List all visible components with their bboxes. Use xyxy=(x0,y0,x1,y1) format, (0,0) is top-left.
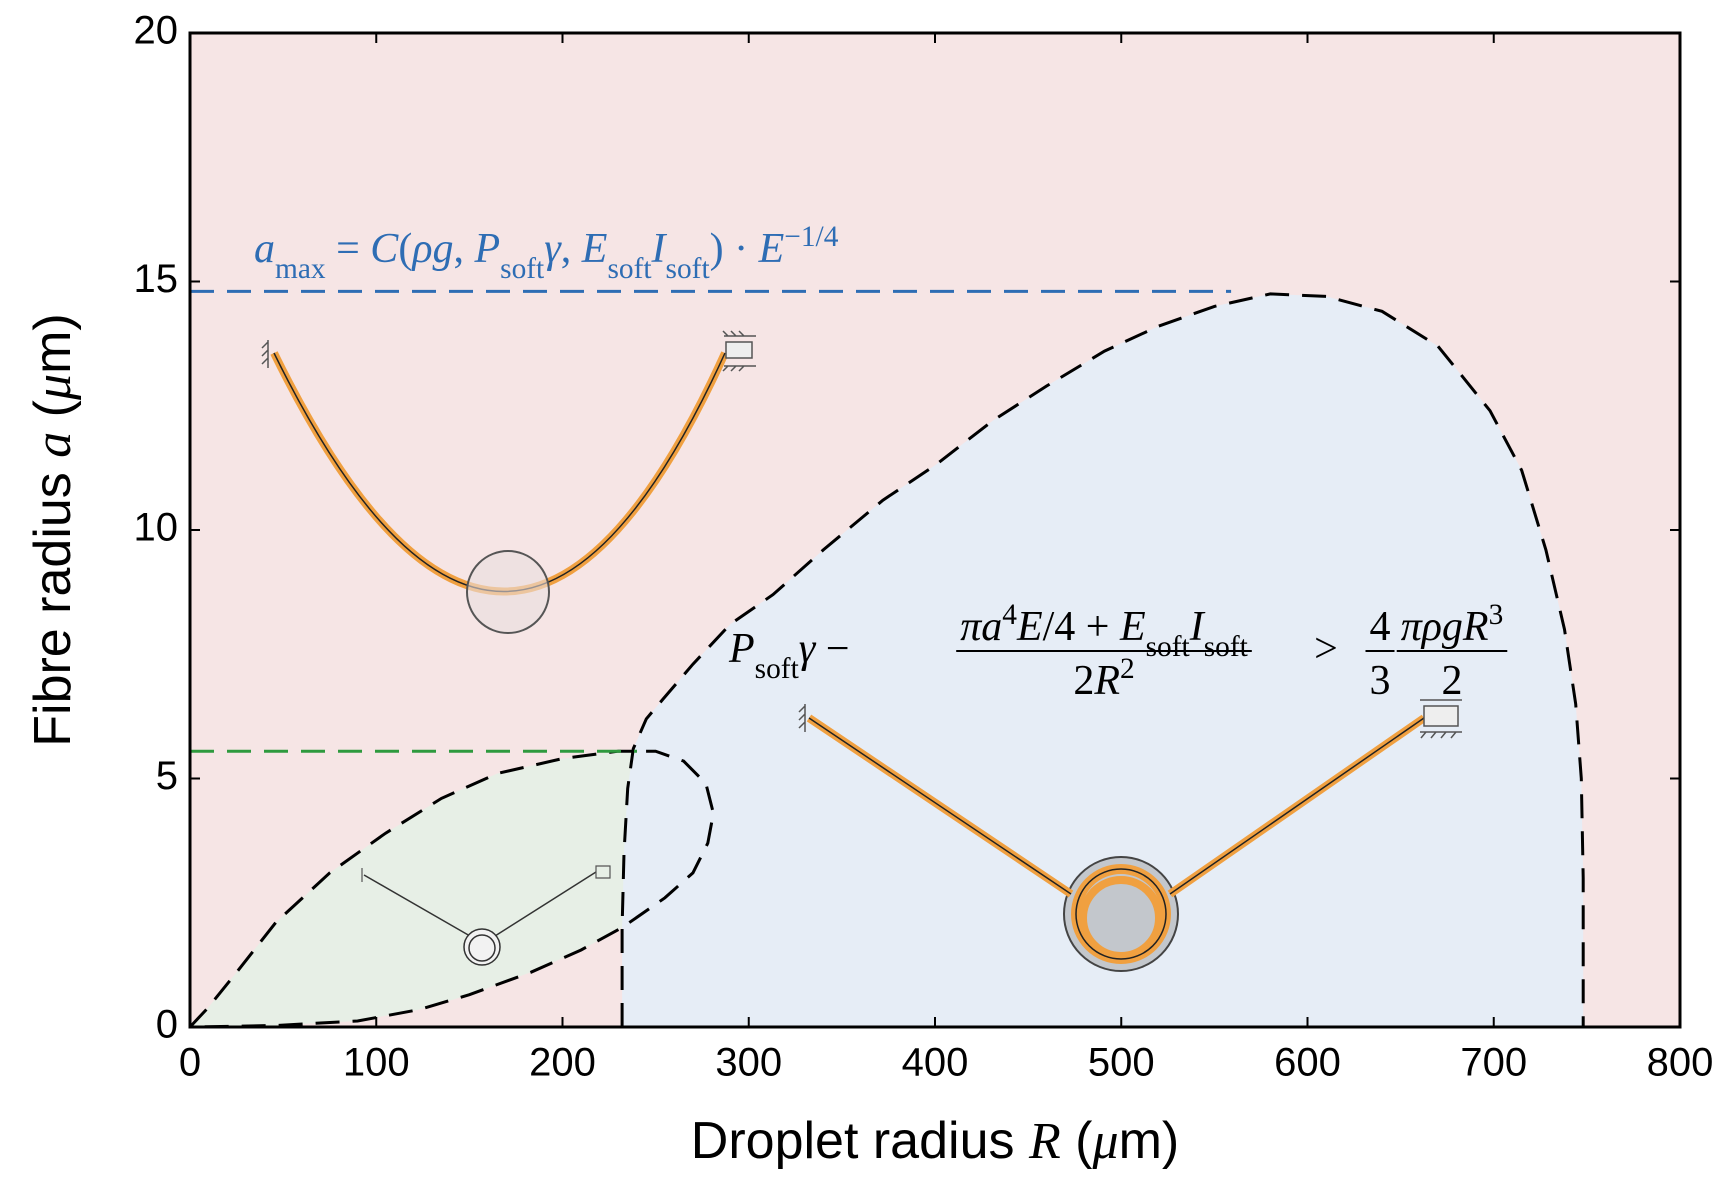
roller-support xyxy=(1420,699,1462,739)
wall xyxy=(798,704,806,732)
roller xyxy=(725,341,753,359)
text-part: E xyxy=(758,226,785,272)
fibre xyxy=(363,871,597,937)
text-part: ( xyxy=(1061,1112,1093,1170)
text-part: P xyxy=(473,226,500,272)
text-part: 4 xyxy=(1370,604,1391,650)
text-part: ρg xyxy=(410,226,453,272)
x-tick-label: 100 xyxy=(343,1041,410,1085)
text-part: −1/4 xyxy=(784,221,838,253)
x-tick-label: 700 xyxy=(1460,1041,1527,1085)
text-part: πρgR xyxy=(1401,604,1489,650)
text-part: /4 + xyxy=(1043,604,1120,650)
fraction-numerator: πa4E/4 + EsoftIsoft xyxy=(960,599,1248,663)
text-part: ( xyxy=(398,226,412,272)
text-part: E xyxy=(1016,604,1043,650)
fraction-numerator: 4 xyxy=(1370,604,1391,650)
supports xyxy=(361,865,611,882)
region-fill xyxy=(622,293,1584,1027)
text-part: soft xyxy=(1204,631,1248,663)
droplet xyxy=(466,550,550,634)
text-part: R xyxy=(1093,658,1120,704)
x-tick-label: 200 xyxy=(529,1041,596,1085)
region-boundary xyxy=(188,749,715,1029)
text-part: πa xyxy=(960,604,1002,650)
text-part: soft xyxy=(500,253,544,285)
y-tick-label: 20 xyxy=(134,9,179,53)
text-part: γ xyxy=(799,626,817,672)
text-part: 4 xyxy=(1002,599,1017,631)
text-part: 2 xyxy=(1442,658,1463,704)
text-part: m) xyxy=(1119,1112,1180,1170)
text-part: − xyxy=(815,626,849,672)
wall xyxy=(261,340,269,368)
region-fill xyxy=(190,751,714,1027)
text-part: 2 xyxy=(1073,658,1094,704)
text-part: soft xyxy=(1146,631,1190,663)
sketch-coil xyxy=(798,699,1462,972)
fibre-core xyxy=(808,717,1425,895)
roller-support xyxy=(722,330,756,372)
formula-lhs: Psoftγ − xyxy=(728,626,850,685)
formula-a-max: amax = C(ρg, Psoftγ, EsoftIsoft) · E−1/4 xyxy=(254,221,839,285)
fraction-denominator: 3 xyxy=(1370,658,1391,704)
fibre-sketches xyxy=(261,330,1462,972)
text-part: soft xyxy=(607,253,651,285)
y-tick-label: 15 xyxy=(134,257,179,301)
annotations: amax = C(ρg, Psoftγ, EsoftIsoft) · E−1/4… xyxy=(254,221,1508,704)
text-part: 2 xyxy=(1120,653,1135,685)
fibre-coil xyxy=(468,934,496,962)
text-part: Droplet radius xyxy=(691,1112,1029,1170)
text-part: C xyxy=(370,226,399,272)
text-part: m) xyxy=(24,313,82,374)
x-tick-label: 300 xyxy=(715,1041,782,1085)
text-part: μ xyxy=(1091,1113,1118,1170)
text-part: γ xyxy=(544,226,562,272)
y-axis-label: Fibre radius a (μm) xyxy=(24,313,82,747)
text-part: ( xyxy=(24,399,82,431)
text-part: 3 xyxy=(1370,658,1391,704)
fibre-core xyxy=(1075,868,1167,960)
plot-area xyxy=(188,33,1680,1029)
x-tick-label: 400 xyxy=(902,1041,969,1085)
fibre-coil xyxy=(1079,876,1163,960)
sketch-wrap xyxy=(361,865,611,966)
x-tick-label: 800 xyxy=(1647,1041,1714,1085)
y-tick-label: 5 xyxy=(156,754,178,798)
text-part: ) · xyxy=(710,226,759,272)
x-tick-label: 600 xyxy=(1274,1041,1341,1085)
text-part: soft xyxy=(755,653,799,685)
text-part: R xyxy=(1028,1113,1061,1170)
text-part: Fibre radius xyxy=(24,458,82,747)
text-part: I xyxy=(1189,604,1206,650)
text-part: , xyxy=(561,226,582,272)
roller xyxy=(1423,705,1459,727)
region-boundary xyxy=(620,292,1585,1027)
x-tick-label: 500 xyxy=(1088,1041,1155,1085)
x-tick-label: 0 xyxy=(179,1041,201,1085)
formula-operator: > xyxy=(1314,626,1338,672)
y-tick-label: 0 xyxy=(156,1003,178,1047)
sketch-sag xyxy=(261,330,756,634)
fraction-denominator: 2R2 xyxy=(1073,653,1134,704)
text-part: soft xyxy=(666,253,710,285)
text-part: I xyxy=(651,226,668,272)
y-tick-label: 10 xyxy=(134,506,179,550)
text-part: 3 xyxy=(1489,599,1504,631)
text-part: P xyxy=(728,626,755,672)
text-part: E xyxy=(1119,604,1146,650)
text-part: a xyxy=(254,226,275,272)
text-part: a xyxy=(25,432,82,458)
text-part: max xyxy=(275,253,326,285)
fraction-denominator: 2 xyxy=(1442,658,1463,704)
text-part: , xyxy=(453,226,474,272)
axes: 0 100 200 300 400 500 600 700 800 0 5 10 15 20 Droplet… xyxy=(24,9,1713,1170)
text-part: = xyxy=(326,226,371,272)
x-axis-label: Droplet radius R (μm) xyxy=(691,1112,1179,1170)
text-part: μ xyxy=(25,374,82,401)
text-part: E xyxy=(581,226,608,272)
fraction-numerator: πρgR3 xyxy=(1401,599,1504,650)
